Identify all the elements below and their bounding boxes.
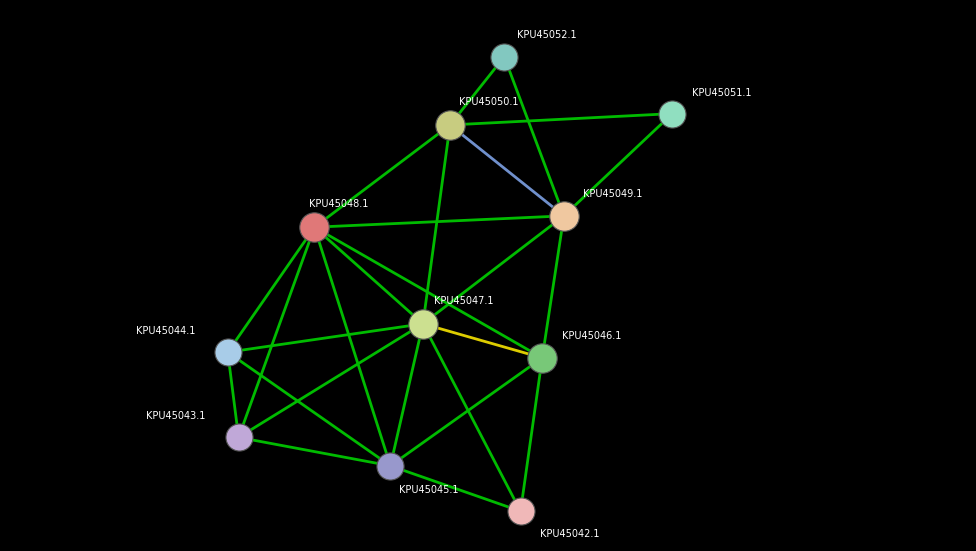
Point [230, 433, 246, 442]
Point [383, 461, 398, 470]
Point [535, 353, 550, 362]
Text: KPU45049.1: KPU45049.1 [584, 190, 643, 199]
Point [556, 212, 572, 220]
Point [442, 121, 458, 129]
Text: KPU45047.1: KPU45047.1 [433, 296, 493, 306]
Point [306, 223, 322, 231]
Text: KPU45048.1: KPU45048.1 [309, 199, 369, 209]
Text: KPU45044.1: KPU45044.1 [136, 326, 195, 336]
Text: KPU45052.1: KPU45052.1 [517, 30, 577, 40]
Point [512, 507, 528, 516]
Text: KPU45046.1: KPU45046.1 [562, 331, 621, 341]
Point [220, 348, 235, 356]
Text: KPU45051.1: KPU45051.1 [692, 88, 752, 98]
Point [415, 320, 430, 328]
Text: KPU45045.1: KPU45045.1 [399, 485, 459, 495]
Text: KPU45050.1: KPU45050.1 [459, 97, 518, 107]
Text: KPU45043.1: KPU45043.1 [146, 411, 206, 421]
Point [665, 109, 680, 118]
Text: KPU45042.1: KPU45042.1 [540, 529, 599, 539]
Point [497, 52, 512, 61]
